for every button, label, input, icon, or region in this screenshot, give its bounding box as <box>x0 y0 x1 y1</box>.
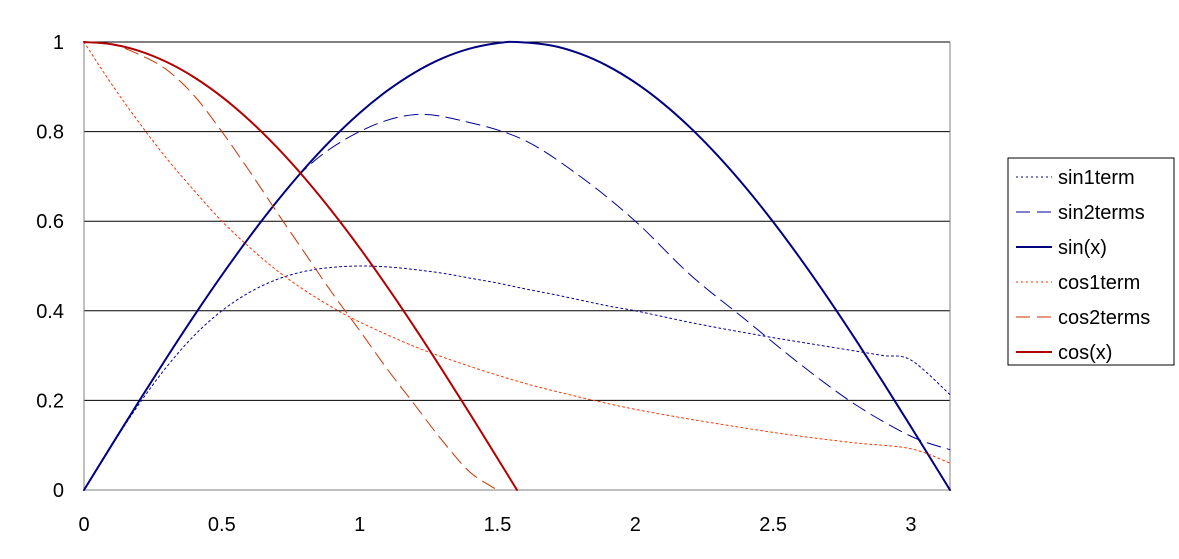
legend: sin1term sin2terms sin(x) cos1term cos2terms… <box>1007 157 1175 366</box>
x-tick-label: 1 <box>354 514 365 536</box>
y-tick-label: 0.8 <box>36 122 64 144</box>
series-line-cos2terms <box>83 41 498 491</box>
legend-label: sin1term <box>1058 167 1135 189</box>
series-line-cos-x <box>83 41 518 491</box>
series-lines <box>83 40 951 491</box>
gridlines <box>84 41 950 401</box>
axes <box>83 42 951 491</box>
legend-label: cos(x) <box>1058 342 1112 364</box>
x-tick-label: 1.5 <box>484 514 512 536</box>
y-tick-label: 0 <box>53 480 64 502</box>
series-line-cos1term <box>83 41 951 464</box>
legend-label: cos1term <box>1058 272 1140 294</box>
x-tick-label: 2 <box>630 514 641 536</box>
legend-label: sin(x) <box>1058 237 1107 259</box>
x-tick-labels: 0 0.5 1 1.5 2 2.5 3 <box>78 514 916 536</box>
y-tick-label: 0.6 <box>36 211 64 233</box>
legend-label: cos2terms <box>1058 307 1150 329</box>
y-tick-label: 1 <box>53 32 64 54</box>
legend-label: sin2terms <box>1058 202 1145 224</box>
x-tick-label: 2.5 <box>759 514 787 536</box>
series-line-sin-x <box>83 40 951 491</box>
y-tick-label: 0.2 <box>36 390 64 412</box>
x-tick-label: 3 <box>905 514 916 536</box>
x-tick-label: 0 <box>78 514 89 536</box>
legend-box <box>1007 157 1175 366</box>
x-tick-label: 0.5 <box>208 514 236 536</box>
y-tick-labels: 0 0.2 0.4 0.6 0.8 1 <box>36 32 64 502</box>
series-line-sin1term <box>83 265 951 491</box>
series-line-sin2terms <box>83 113 951 491</box>
y-tick-label: 0.4 <box>36 301 64 323</box>
